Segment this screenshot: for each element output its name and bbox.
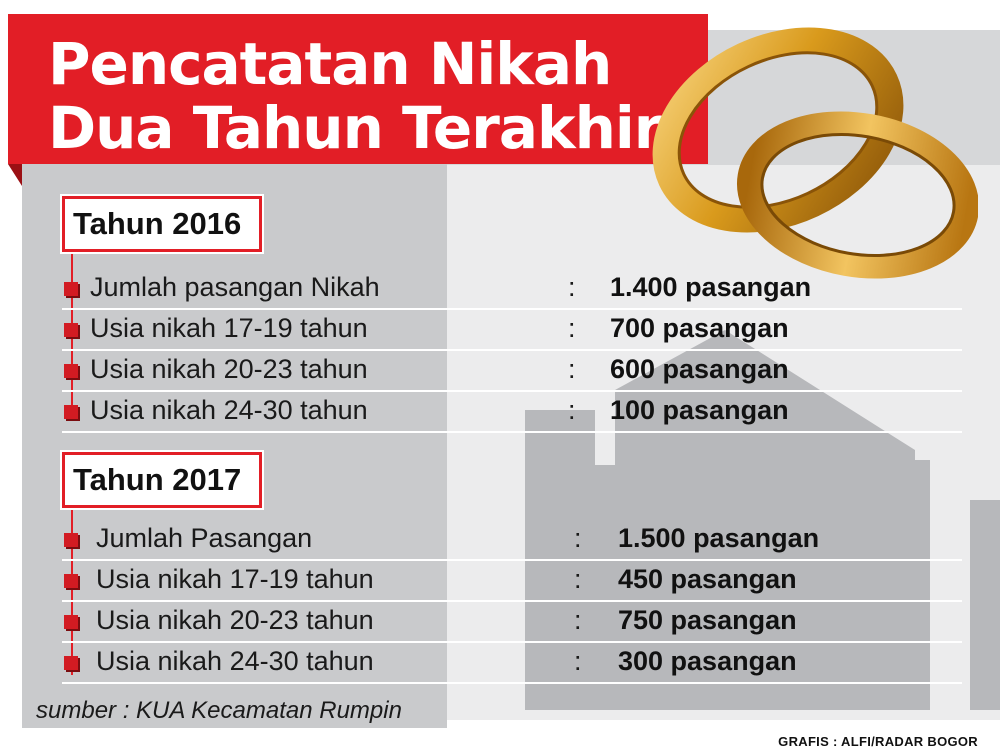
house-silhouette-icon (525, 330, 1000, 710)
row-colon: : (574, 646, 582, 676)
row-colon: : (568, 354, 576, 384)
bullet-square-icon (64, 533, 78, 547)
row-value: 300 pasangan (618, 646, 797, 676)
bullet-square-icon (64, 282, 78, 296)
bullet-square-icon (64, 615, 78, 629)
year-heading-2016: Tahun 2016 (62, 196, 263, 252)
row-value: 600 pasangan (610, 354, 789, 384)
bullet-square-icon (64, 656, 78, 670)
list-item: Usia nikah 24-30 tahun : 100 pasangan (62, 391, 962, 433)
list-item: Usia nikah 24-30 tahun : 300 pasangan (62, 642, 962, 684)
row-value: 700 pasangan (610, 313, 789, 343)
row-value: 1.400 pasangan (610, 272, 812, 302)
row-colon: : (574, 523, 582, 553)
row-colon: : (574, 564, 582, 594)
bullet-square-icon (64, 574, 78, 588)
row-label: Usia nikah 24-30 tahun (90, 395, 368, 425)
row-label: Usia nikah 20-23 tahun (96, 605, 374, 635)
row-value: 750 pasangan (618, 605, 797, 635)
year-heading-2017: Tahun 2017 (62, 452, 263, 508)
row-label: Jumlah pasangan Nikah (90, 272, 380, 302)
source-note: sumber : KUA Kecamatan Rumpin (36, 697, 402, 724)
row-label: Jumlah Pasangan (96, 523, 313, 553)
row-label: Usia nikah 20-23 tahun (90, 354, 368, 384)
row-value: 100 pasangan (610, 395, 789, 425)
row-colon: : (568, 272, 576, 302)
list-item: Jumlah Pasangan : 1.500 pasangan (62, 519, 962, 561)
section-line-2017 (71, 505, 73, 675)
row-colon: : (574, 605, 582, 635)
list-item: Usia nikah 20-23 tahun : 750 pasangan (62, 601, 962, 643)
wedding-rings-icon (652, 27, 978, 279)
row-label: Usia nikah 24-30 tahun (96, 646, 374, 676)
row-colon: : (568, 313, 576, 343)
row-label: Usia nikah 17-19 tahun (90, 313, 368, 343)
footer-band (22, 692, 447, 728)
bullet-square-icon (64, 323, 78, 337)
row-colon: : (568, 395, 576, 425)
row-value: 450 pasangan (618, 564, 797, 594)
page-title: Pencatatan Nikah Dua Tahun Terakhir (48, 30, 662, 162)
list-item: Usia nikah 17-19 tahun : 700 pasangan (62, 309, 962, 351)
list-item: Usia nikah 20-23 tahun : 600 pasangan (62, 350, 962, 392)
title-banner: Pencatatan Nikah Dua Tahun Terakhir (8, 14, 708, 186)
row-label: Usia nikah 17-19 tahun (96, 564, 374, 594)
row-value: 1.500 pasangan (618, 523, 820, 553)
list-item: Jumlah pasangan Nikah : 1.400 pasangan (62, 268, 962, 310)
bullet-square-icon (64, 364, 78, 378)
list-item: Usia nikah 17-19 tahun : 450 pasangan (62, 560, 962, 602)
bullet-square-icon (64, 405, 78, 419)
graphic-credit: GRAFIS : ALFI/RADAR BOGOR (778, 734, 978, 749)
